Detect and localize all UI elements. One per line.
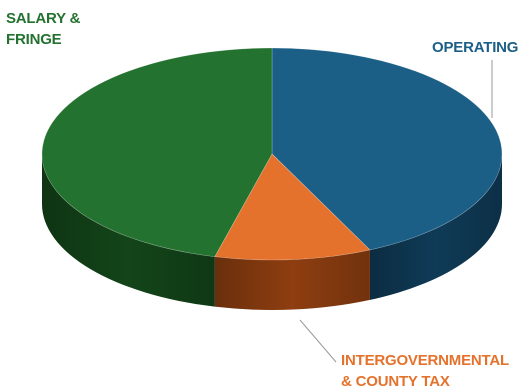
leader-line-intergovernmental: [299, 319, 337, 363]
pie-tops: [41, 47, 503, 261]
slice-label-operating: OPERATING: [432, 39, 519, 56]
slice-label-salary-fringe: SALARY & FRINGE: [6, 10, 81, 48]
pie-leader-lines: [299, 60, 493, 363]
pie-slice-1: [214, 153, 371, 261]
pie-slice-0: [271, 47, 503, 251]
pie-side-shade-1: [214, 249, 370, 310]
slice-label-intergovernmental-county-tax: INTERGOVERNMENTAL & COUNTY TAX: [341, 352, 509, 390]
pie-sides: [41, 154, 502, 310]
pie-slice-2: [41, 47, 273, 257]
pie-side-shade-2: [41, 154, 215, 307]
pie-side-shade-0: [369, 154, 502, 300]
